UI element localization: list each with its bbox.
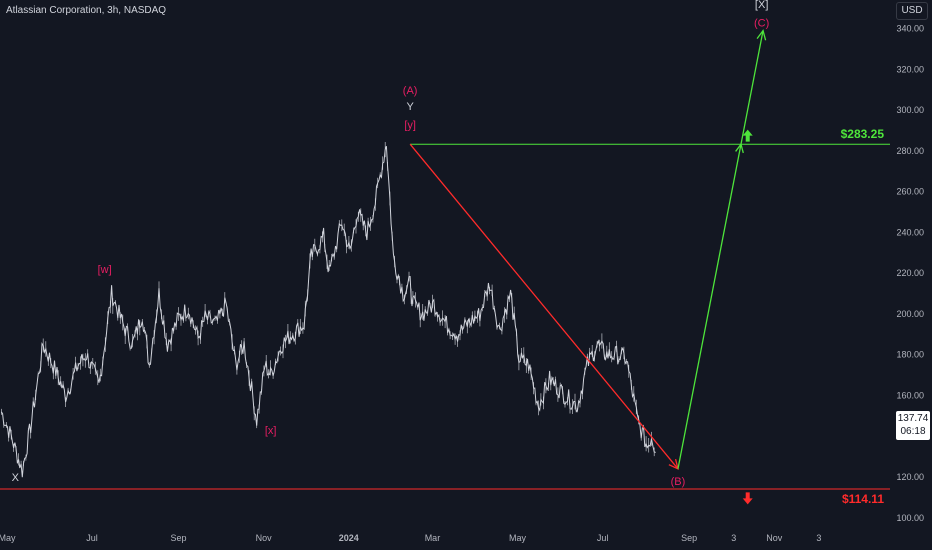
last-price-countdown: 06:18 bbox=[900, 426, 926, 437]
x-tick-label: Mar bbox=[425, 533, 441, 543]
wave-label-3: (A) bbox=[403, 85, 418, 97]
y-axis: 100.00120.00140.00160.00180.00200.00220.… bbox=[890, 0, 932, 550]
projection-lines-group: $283.25 $114.11 bbox=[0, 29, 890, 506]
y-tick-label: 160.00 bbox=[896, 390, 924, 400]
x-tick-label: Nov bbox=[766, 533, 783, 543]
currency-button[interactable]: USD bbox=[896, 2, 928, 20]
wave-label-5: [y] bbox=[404, 119, 416, 131]
x-axis-background bbox=[0, 530, 932, 550]
last-price-tag: 137.74 06:18 bbox=[896, 411, 930, 440]
x-tick-label: Nov bbox=[256, 533, 273, 543]
y-tick-label: 200.00 bbox=[896, 309, 924, 319]
projection-line-0 bbox=[409, 143, 679, 470]
wave-label-7: [X] bbox=[755, 0, 768, 11]
wave-labels-group: X [w] [x] (A) Y [y] (B) [X] (C) bbox=[12, 0, 770, 488]
y-tick-label: 180.00 bbox=[896, 350, 924, 360]
y-tick-label: 320.00 bbox=[896, 64, 924, 74]
x-tick-label: Sep bbox=[171, 533, 187, 543]
wave-label-8: (C) bbox=[754, 18, 769, 30]
wave-label-6: (B) bbox=[671, 476, 686, 488]
y-tick-label: 280.00 bbox=[896, 146, 924, 156]
level-label-0: $283.25 bbox=[841, 127, 885, 141]
x-tick-label: May bbox=[0, 533, 16, 543]
price-wicks bbox=[1, 142, 655, 467]
y-axis-background bbox=[890, 0, 932, 550]
projection-mid-arrowhead bbox=[735, 142, 744, 154]
y-tick-label: 220.00 bbox=[896, 268, 924, 278]
price-line bbox=[0, 146, 656, 478]
y-tick-label: 260.00 bbox=[896, 187, 924, 197]
arrow-up-icon bbox=[742, 129, 753, 142]
projection-line-1 bbox=[677, 30, 764, 469]
x-tick-label: 3 bbox=[731, 533, 736, 543]
level-label-1: $114.11 bbox=[842, 492, 884, 506]
x-axis: May Jul Sep Nov 2024 Mar May Jul Sep 3 Nov 3 bbox=[0, 530, 932, 550]
x-tick-label: Sep bbox=[681, 533, 697, 543]
arrow-down-icon bbox=[742, 492, 753, 505]
x-tick-label: May bbox=[509, 533, 527, 543]
x-tick-label: 2024 bbox=[339, 533, 359, 543]
x-tick-label: Jul bbox=[86, 533, 98, 543]
y-tick-label: 240.00 bbox=[896, 227, 924, 237]
wave-label-1: [w] bbox=[98, 264, 112, 276]
y-tick-label: 340.00 bbox=[896, 24, 924, 34]
y-tick-label: 300.00 bbox=[896, 105, 924, 115]
wave-label-2: [x] bbox=[265, 425, 277, 437]
y-tick-label: 100.00 bbox=[896, 513, 924, 523]
price-series-group bbox=[0, 142, 656, 478]
wave-label-4: Y bbox=[406, 101, 414, 113]
projection-arrowhead-1 bbox=[756, 29, 767, 41]
x-tick-label: Jul bbox=[597, 533, 609, 543]
last-price-value: 137.74 bbox=[897, 413, 929, 424]
y-tick-label: 120.00 bbox=[896, 472, 924, 482]
symbol-title: Atlassian Corporation, 3h, NASDAQ bbox=[6, 5, 167, 16]
wave-label-0: X bbox=[12, 472, 20, 484]
x-tick-label: 3 bbox=[816, 533, 821, 543]
